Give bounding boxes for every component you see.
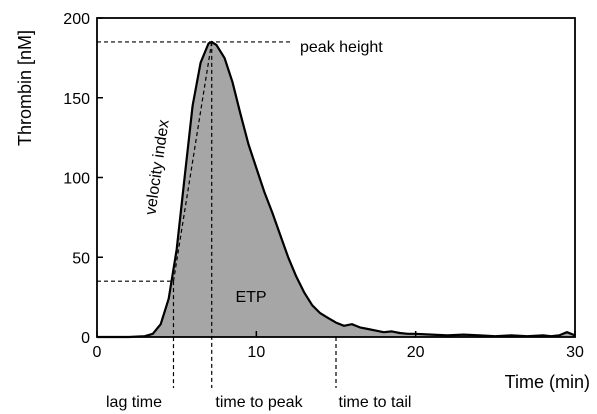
etp-label: ETP — [235, 289, 266, 306]
thrombin-curve — [97, 40, 576, 339]
x-tick-label: 0 — [93, 344, 102, 361]
velocity-index-line — [172, 41, 213, 282]
y-axis-title: Thrombin [nM] — [15, 30, 35, 146]
y-tick-label: 0 — [81, 330, 90, 347]
axis-ticks: 0 50 100 150 200 0 10 20 30 — [63, 11, 584, 361]
x-tick-label: 20 — [407, 344, 425, 361]
plot-frame — [96, 17, 576, 338]
y-tick-label: 100 — [63, 171, 90, 188]
y-tick-label: 200 — [63, 11, 90, 28]
peak-height-label: peak height — [300, 39, 383, 56]
reference-lines — [97, 41, 337, 388]
time-to-tail-label: time to tail — [339, 394, 412, 411]
y-tick-label: 150 — [63, 91, 90, 108]
velocity-index-label: velocity index — [142, 119, 172, 216]
time-to-peak-label: time to peak — [215, 394, 303, 411]
x-tick-label: 10 — [247, 344, 265, 361]
x-axis-title: Time (min) — [505, 372, 590, 392]
lag-time-label: lag time — [106, 394, 162, 411]
y-tick-label: 50 — [72, 250, 90, 267]
area-layer — [97, 40, 576, 339]
x-tick-label: 30 — [566, 344, 584, 361]
etp-area — [97, 41, 575, 338]
